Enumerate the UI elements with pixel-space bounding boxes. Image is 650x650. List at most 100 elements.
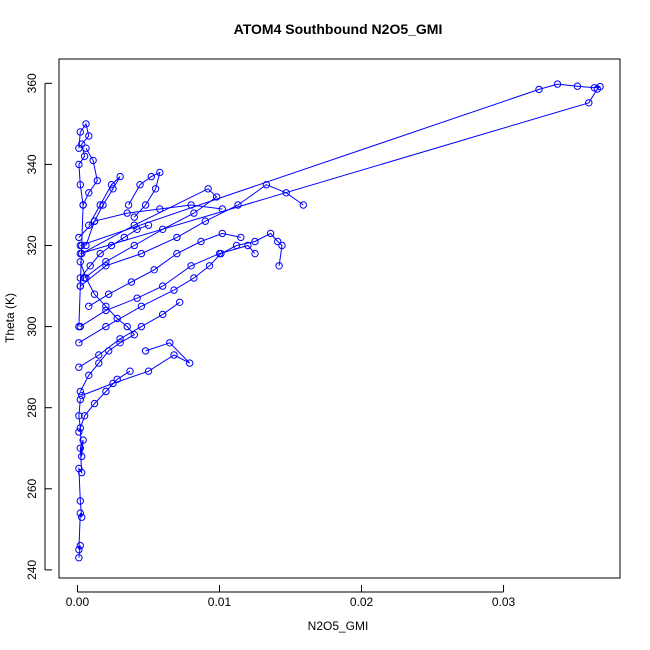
data-point: [96, 201, 104, 209]
data-point: [76, 424, 85, 432]
data-point: [76, 128, 85, 136]
series-line: [88, 232, 241, 307]
data-point: [137, 302, 146, 310]
data-point: [262, 181, 271, 189]
data-point: [141, 201, 150, 209]
data-point: [197, 237, 205, 246]
data-point: [593, 85, 601, 93]
data-point: [76, 241, 85, 250]
data-point: [75, 428, 83, 436]
data-point: [156, 205, 164, 213]
data-point: [116, 172, 124, 181]
data-point: [75, 160, 83, 169]
data-point: [150, 266, 158, 274]
data-point: [116, 339, 124, 347]
data-point: [173, 233, 181, 242]
data-point: [93, 176, 102, 185]
series-line: [79, 224, 149, 279]
data-point: [275, 262, 283, 270]
data-point: [75, 339, 83, 347]
series: [76, 221, 153, 282]
y-tick-label: 340: [25, 154, 39, 174]
data-point: [109, 185, 117, 193]
series: [75, 395, 87, 562]
data-point: [102, 387, 110, 396]
data-point: [102, 306, 110, 315]
data-point: [79, 201, 87, 209]
data-point: [80, 412, 89, 420]
data-point: [76, 322, 85, 331]
data-point: [90, 217, 99, 225]
data-point: [278, 241, 286, 250]
series: [85, 229, 245, 310]
data-point: [75, 363, 83, 371]
series: [75, 298, 184, 371]
data-point: [85, 189, 93, 197]
data-point: [123, 322, 131, 331]
plot-frame: [58, 58, 621, 579]
series-line: [81, 188, 218, 279]
data-point: [102, 322, 110, 331]
data-point: [102, 258, 110, 266]
data-point: [251, 249, 259, 258]
series-line: [81, 342, 191, 396]
y-tick-label: 300: [25, 316, 39, 336]
data-point: [75, 412, 83, 420]
y-tick-label: 360: [25, 73, 39, 93]
series: [76, 241, 259, 331]
data-point: [170, 286, 178, 294]
y-axis-label: Theta (K): [3, 293, 17, 343]
data-point: [141, 347, 150, 355]
series-line: [79, 184, 304, 287]
data-point: [130, 331, 139, 339]
data-point: [96, 249, 104, 258]
data-point: [137, 322, 146, 331]
data-point: [137, 249, 146, 258]
data-point: [109, 379, 117, 388]
data-point: [76, 249, 85, 258]
x-tick-label: 0.02: [350, 595, 374, 609]
data-point: [244, 241, 252, 250]
data-point: [102, 302, 110, 310]
data-point: [218, 229, 227, 238]
data-point: [89, 156, 97, 165]
data-point: [133, 294, 141, 302]
data-point: [105, 290, 113, 298]
data-point: [76, 282, 85, 290]
data-point: [82, 120, 90, 128]
y-tick-label: 260: [25, 478, 39, 498]
data-point: [126, 367, 134, 375]
y-axis: 240 260 280 300 320 340 360: [25, 73, 52, 580]
series-line: [128, 171, 161, 218]
series: [75, 367, 134, 436]
data-point: [151, 185, 160, 193]
data-point: [186, 359, 194, 367]
data-point: [170, 351, 178, 359]
data-point: [299, 201, 307, 209]
data-point: [75, 233, 83, 242]
data-point: [218, 205, 227, 213]
data-point: [80, 152, 89, 161]
x-tick-label: 0.00: [66, 595, 90, 609]
data-point: [215, 249, 224, 258]
data-point: [237, 233, 245, 242]
data-point: [76, 395, 85, 404]
x-tick-label: 0.03: [492, 595, 516, 609]
data-point: [85, 302, 93, 310]
data-point: [82, 144, 90, 152]
series-layer: [75, 80, 604, 562]
data-point: [78, 391, 86, 400]
data-point: [102, 262, 110, 270]
series-line: [78, 399, 84, 558]
data-point: [116, 335, 124, 343]
data-point: [76, 497, 85, 505]
data-point: [95, 351, 103, 359]
series: [76, 80, 604, 258]
data-point: [76, 181, 85, 189]
data-point: [166, 339, 174, 347]
data-point: [90, 290, 99, 298]
data-point: [90, 399, 99, 408]
data-point: [76, 444, 85, 452]
data-point: [156, 168, 164, 177]
